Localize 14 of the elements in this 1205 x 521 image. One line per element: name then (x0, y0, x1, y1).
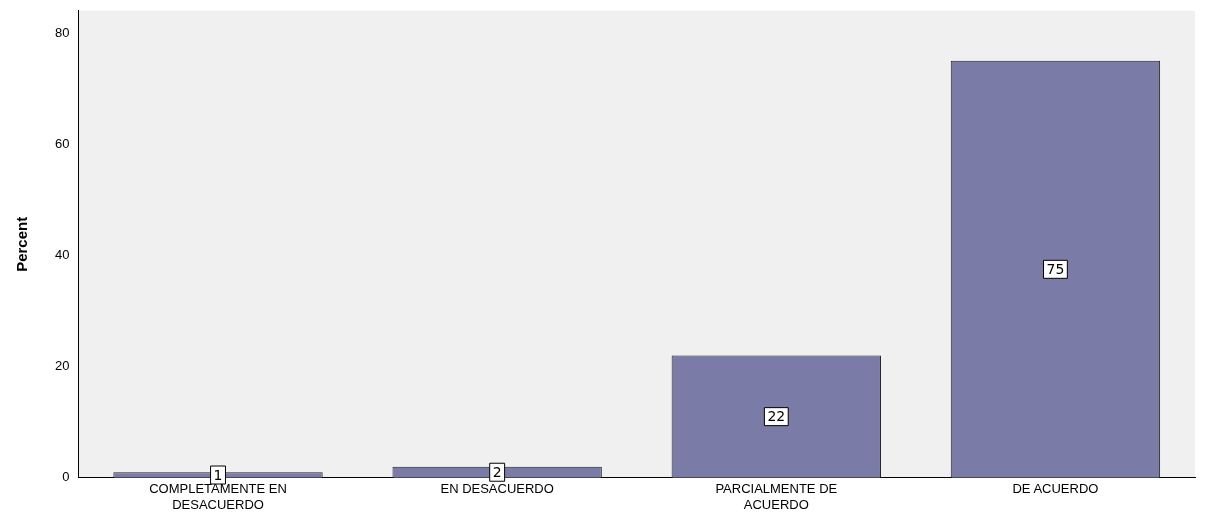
x-tick-label: COMPLETAMENTE EN DESACUERDO (149, 481, 287, 512)
x-tick-label: PARCIALMENTE DE ACUERDO (715, 481, 838, 512)
y-tick-label: 60 (54, 135, 70, 151)
x-tick-label: DE ACUERDO (1012, 481, 1099, 497)
data-label: 1 (213, 466, 223, 483)
y-tick-label: 80 (54, 24, 70, 40)
data-label: 22 (767, 408, 786, 425)
y-tick-label: 40 (54, 247, 70, 262)
y-tick-label: 20 (54, 358, 70, 374)
data-label: 75 (1046, 260, 1065, 277)
x-tick-label: EN DESACUERDO (440, 481, 554, 497)
y-axis-title: Percent (13, 216, 31, 272)
data-label: 2 (492, 463, 502, 480)
y-tick-label: 0 (62, 469, 70, 485)
